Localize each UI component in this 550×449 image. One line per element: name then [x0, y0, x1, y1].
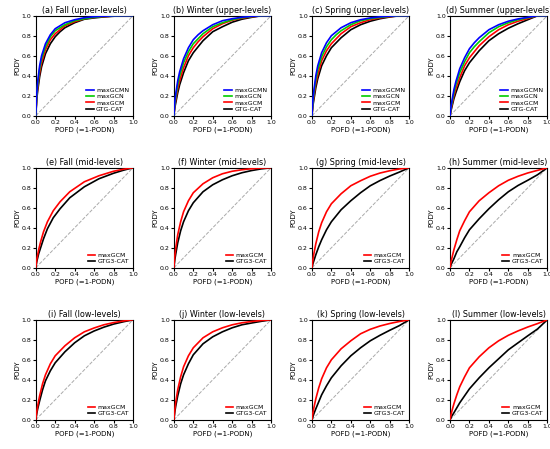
X-axis label: POFD (=1-PODN): POFD (=1-PODN)	[192, 278, 252, 285]
X-axis label: POFD (=1-PODN): POFD (=1-PODN)	[54, 278, 114, 285]
Y-axis label: PODY: PODY	[14, 361, 20, 379]
X-axis label: POFD (=1-PODN): POFD (=1-PODN)	[331, 278, 390, 285]
Y-axis label: PODY: PODY	[290, 361, 296, 379]
X-axis label: POFD (=1-PODN): POFD (=1-PODN)	[469, 278, 529, 285]
Y-axis label: PODY: PODY	[14, 208, 20, 227]
Y-axis label: PODY: PODY	[152, 208, 158, 227]
Legend: maxGCM, GTG3-CAT: maxGCM, GTG3-CAT	[501, 252, 544, 264]
X-axis label: POFD (=1-PODN): POFD (=1-PODN)	[54, 126, 114, 133]
Legend: maxGCM, GTG3-CAT: maxGCM, GTG3-CAT	[363, 252, 406, 264]
Title: (h) Summer (mid-levels): (h) Summer (mid-levels)	[449, 158, 548, 167]
Title: (i) Fall (low-levels): (i) Fall (low-levels)	[48, 310, 121, 319]
Title: (d) Summer (upper-levels): (d) Summer (upper-levels)	[446, 6, 550, 15]
Title: (g) Spring (mid-levels): (g) Spring (mid-levels)	[316, 158, 405, 167]
Y-axis label: PODY: PODY	[428, 208, 434, 227]
Legend: maxGCM, GTG3-CAT: maxGCM, GTG3-CAT	[87, 252, 130, 264]
X-axis label: POFD (=1-PODN): POFD (=1-PODN)	[331, 431, 390, 437]
Title: (a) Fall (upper-levels): (a) Fall (upper-levels)	[42, 6, 127, 15]
Legend: maxGCMN, maxGCN, maxGCM, GTG-CAT: maxGCMN, maxGCN, maxGCM, GTG-CAT	[500, 87, 544, 113]
Legend: maxGCMN, maxGCN, maxGCM, GTG-CAT: maxGCMN, maxGCN, maxGCM, GTG-CAT	[362, 87, 406, 113]
Y-axis label: PODY: PODY	[290, 208, 296, 227]
Legend: maxGCM, GTG3-CAT: maxGCM, GTG3-CAT	[225, 404, 268, 417]
Y-axis label: PODY: PODY	[14, 57, 20, 75]
Y-axis label: PODY: PODY	[428, 361, 434, 379]
Y-axis label: PODY: PODY	[152, 361, 158, 379]
X-axis label: POFD (=1-PODN): POFD (=1-PODN)	[469, 126, 529, 133]
Title: (f) Winter (mid-levels): (f) Winter (mid-levels)	[178, 158, 267, 167]
Title: (j) Winter (low-levels): (j) Winter (low-levels)	[179, 310, 266, 319]
X-axis label: POFD (=1-PODN): POFD (=1-PODN)	[192, 431, 252, 437]
Title: (l) Summer (low-levels): (l) Summer (low-levels)	[452, 310, 546, 319]
Title: (b) Winter (upper-levels): (b) Winter (upper-levels)	[173, 6, 272, 15]
Y-axis label: PODY: PODY	[290, 57, 296, 75]
X-axis label: POFD (=1-PODN): POFD (=1-PODN)	[54, 431, 114, 437]
Legend: maxGCMN, maxGCN, maxGCM, GTG-CAT: maxGCMN, maxGCN, maxGCM, GTG-CAT	[85, 87, 130, 113]
Legend: maxGCM, GTG3-CAT: maxGCM, GTG3-CAT	[363, 404, 406, 417]
Y-axis label: PODY: PODY	[152, 57, 158, 75]
Title: (k) Spring (low-levels): (k) Spring (low-levels)	[317, 310, 405, 319]
Legend: maxGCM, GTG3-CAT: maxGCM, GTG3-CAT	[501, 404, 544, 417]
Legend: maxGCMN, maxGCN, maxGCM, GTG-CAT: maxGCMN, maxGCN, maxGCM, GTG-CAT	[224, 87, 268, 113]
Legend: maxGCM, GTG3-CAT: maxGCM, GTG3-CAT	[87, 404, 130, 417]
Title: (c) Spring (upper-levels): (c) Spring (upper-levels)	[312, 6, 409, 15]
Legend: maxGCM, GTG3-CAT: maxGCM, GTG3-CAT	[225, 252, 268, 264]
X-axis label: POFD (=1-PODN): POFD (=1-PODN)	[469, 431, 529, 437]
Y-axis label: PODY: PODY	[428, 57, 434, 75]
Title: (e) Fall (mid-levels): (e) Fall (mid-levels)	[46, 158, 123, 167]
X-axis label: POFD (=1-PODN): POFD (=1-PODN)	[331, 126, 390, 133]
X-axis label: POFD (=1-PODN): POFD (=1-PODN)	[192, 126, 252, 133]
